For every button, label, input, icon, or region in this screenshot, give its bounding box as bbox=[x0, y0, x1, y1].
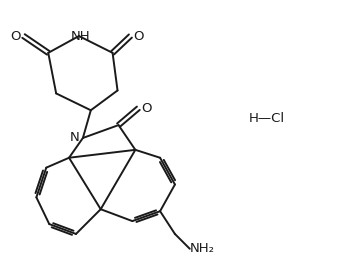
Text: O: O bbox=[10, 30, 21, 43]
Text: O: O bbox=[133, 30, 144, 43]
Text: H—Cl: H—Cl bbox=[249, 112, 285, 125]
Text: NH₂: NH₂ bbox=[190, 242, 215, 255]
Text: O: O bbox=[141, 102, 152, 115]
Text: N: N bbox=[70, 132, 80, 144]
Text: NH: NH bbox=[71, 30, 91, 43]
